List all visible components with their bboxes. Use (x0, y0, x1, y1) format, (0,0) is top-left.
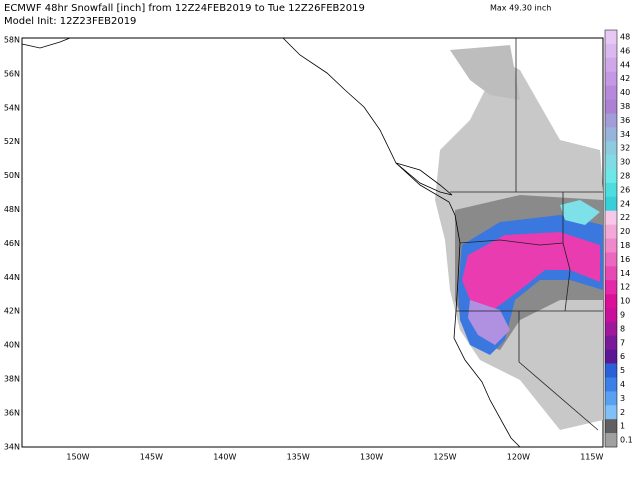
coastline (21, 37, 71, 49)
lon-label: 120W (507, 453, 530, 462)
legend-swatch (605, 43, 617, 59)
legend-label: 5 (620, 366, 625, 375)
legend-label: 12 (620, 283, 630, 292)
legend-swatch (605, 182, 617, 198)
legend-label: 0.1 (620, 436, 633, 445)
legend-label: 9 (620, 310, 625, 319)
legend-label: 42 (620, 74, 630, 83)
lat-label: 38N (4, 375, 20, 384)
lat-label: 36N (4, 408, 20, 417)
coastline (282, 37, 521, 448)
legend-swatch (605, 71, 617, 86)
legend-swatch (605, 419, 617, 434)
lat-label: 40N (4, 341, 20, 350)
legend-swatch (605, 252, 617, 267)
lat-label: 48N (4, 205, 20, 214)
legend-swatch (605, 433, 617, 448)
legend-label: 1 (620, 422, 625, 431)
border (518, 311, 599, 431)
legend-label: 14 (620, 269, 630, 278)
legend-label: 18 (620, 241, 630, 250)
border (562, 242, 571, 312)
legend-label: 4 (620, 380, 625, 389)
legend-swatch (605, 210, 617, 225)
lat-label: 50N (4, 171, 20, 180)
lon-label: 145W (140, 453, 163, 462)
legend-swatch (605, 141, 617, 156)
legend-label: 3 (620, 394, 625, 403)
lat-label: 46N (4, 239, 20, 248)
legend-swatch (605, 57, 617, 72)
snow-light (450, 45, 520, 100)
legend-swatch (605, 99, 617, 114)
legend-label: 38 (620, 102, 630, 111)
legend-label: 16 (620, 255, 630, 264)
lat-label: 58N (4, 36, 20, 45)
legend-label: 10 (620, 297, 630, 306)
lon-label: 150W (66, 453, 89, 462)
lon-label: 130W (360, 453, 383, 462)
legend-label: 7 (620, 338, 625, 347)
legend-swatch (605, 377, 617, 392)
legend-label: 30 (620, 158, 630, 167)
legend-label: 2 (620, 408, 625, 417)
legend-swatch (605, 405, 617, 420)
legend-swatch (605, 294, 617, 309)
lat-label: 54N (4, 103, 20, 112)
lat-label: 56N (4, 69, 20, 78)
legend-label: 44 (620, 60, 630, 69)
legend: 4846444240383634323028262422201816141210… (604, 29, 633, 448)
legend-swatch (605, 321, 617, 337)
legend-swatch (605, 308, 617, 323)
legend-label: 28 (620, 171, 630, 180)
lat-label: 52N (4, 137, 20, 146)
lon-label: 140W (213, 453, 236, 462)
init-label: Model Init: 12Z23FEB2019 (4, 16, 136, 27)
legend-swatch (605, 238, 617, 253)
legend-label: 34 (620, 130, 630, 139)
legend-label: 22 (620, 213, 630, 222)
lon-labels: 150W 145W 140W 135W 130W 125W 120W 115W (66, 453, 603, 462)
legend-swatch (605, 196, 617, 211)
legend-swatch (605, 127, 617, 142)
legend-swatch (605, 391, 617, 406)
max-label: Max 49.30 inch (490, 4, 551, 13)
legend-label: 6 (620, 352, 625, 361)
snow-cyan (560, 200, 600, 225)
lat-label: 44N (4, 273, 20, 282)
legend-swatch (605, 169, 617, 184)
legend-swatch (605, 335, 617, 350)
legend-swatch (605, 266, 617, 281)
legend-label: 46 (620, 46, 630, 55)
legend-swatch (605, 280, 617, 295)
legend-swatch (605, 363, 617, 378)
legend-label: 20 (620, 227, 630, 236)
map (21, 37, 604, 448)
legend-label: 48 (620, 32, 630, 41)
legend-label: 24 (620, 199, 630, 208)
title: ECMWF 48hr Snowfall [inch] from 12Z24FEB… (4, 3, 365, 14)
lat-label: 42N (4, 307, 20, 316)
legend-label: 32 (620, 144, 630, 153)
lon-label: 125W (433, 453, 456, 462)
legend-swatch (605, 349, 617, 364)
legend-swatch (605, 113, 617, 128)
border (459, 192, 564, 246)
legend-label: 8 (620, 324, 625, 333)
legend-frame (604, 29, 618, 448)
legend-label: 36 (620, 116, 630, 125)
island (395, 162, 453, 196)
legend-swatch (605, 155, 617, 170)
legend-label: 40 (620, 88, 630, 97)
lon-label: 115W (580, 453, 603, 462)
legend-swatch (605, 224, 617, 239)
lat-labels: 58N 56N 54N 52N 50N 48N 46N 44N 42N 40N 38N 36N 34N (4, 36, 20, 452)
legend-swatch (605, 85, 617, 100)
legend-label: 26 (620, 185, 630, 194)
lat-label: 34N (4, 442, 20, 451)
legend-swatch (605, 30, 617, 45)
lon-label: 135W (287, 453, 310, 462)
